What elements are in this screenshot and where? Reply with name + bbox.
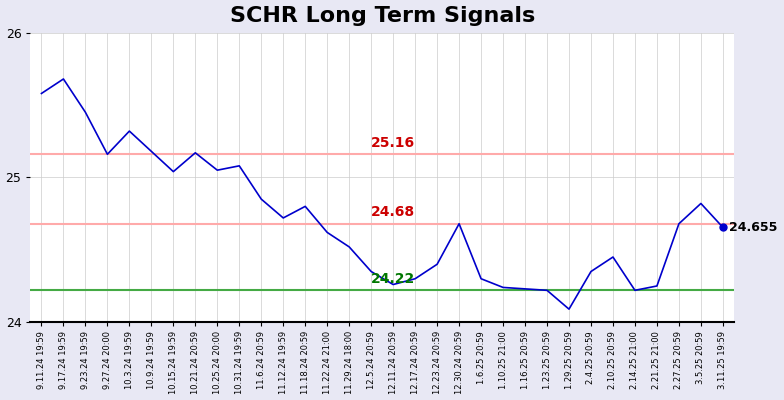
Text: 24.655: 24.655 [729, 221, 778, 234]
Text: 25.16: 25.16 [371, 136, 416, 150]
Text: 24.68: 24.68 [371, 205, 416, 219]
Text: 24.22: 24.22 [371, 272, 416, 286]
Title: SCHR Long Term Signals: SCHR Long Term Signals [230, 6, 535, 26]
